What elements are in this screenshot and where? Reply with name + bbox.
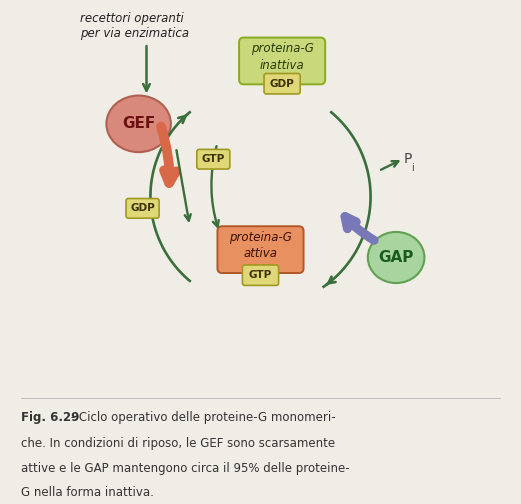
Text: i: i [411, 163, 414, 173]
FancyBboxPatch shape [264, 74, 300, 94]
Text: attive e le GAP mantengono circa il 95% delle proteine-: attive e le GAP mantengono circa il 95% … [21, 462, 350, 475]
Ellipse shape [368, 232, 425, 283]
Text: proteina-G
inattiva: proteina-G inattiva [251, 42, 314, 72]
Text: GTP: GTP [202, 154, 225, 164]
Ellipse shape [106, 96, 171, 152]
FancyBboxPatch shape [197, 149, 230, 169]
Text: G nella forma inattiva.: G nella forma inattiva. [21, 486, 154, 499]
FancyBboxPatch shape [242, 265, 279, 285]
Text: recettori operanti
per via enzimatica: recettori operanti per via enzimatica [80, 12, 189, 40]
Text: Fig. 6.29: Fig. 6.29 [21, 411, 79, 424]
Text: GAP: GAP [378, 250, 414, 265]
Text: P: P [404, 152, 412, 166]
Text: proteina-G
attiva: proteina-G attiva [229, 231, 292, 261]
Text: che. In condizioni di riposo, le GEF sono scarsamente: che. In condizioni di riposo, le GEF son… [21, 437, 335, 451]
Text: - Ciclo operativo delle proteine-G monomeri-: - Ciclo operativo delle proteine-G monom… [67, 411, 336, 424]
Text: GTP: GTP [249, 270, 272, 280]
Text: GEF: GEF [122, 116, 155, 132]
FancyBboxPatch shape [217, 226, 304, 273]
FancyBboxPatch shape [239, 37, 325, 84]
Text: GDP: GDP [270, 79, 294, 89]
FancyBboxPatch shape [126, 199, 159, 218]
Text: GDP: GDP [130, 203, 155, 213]
